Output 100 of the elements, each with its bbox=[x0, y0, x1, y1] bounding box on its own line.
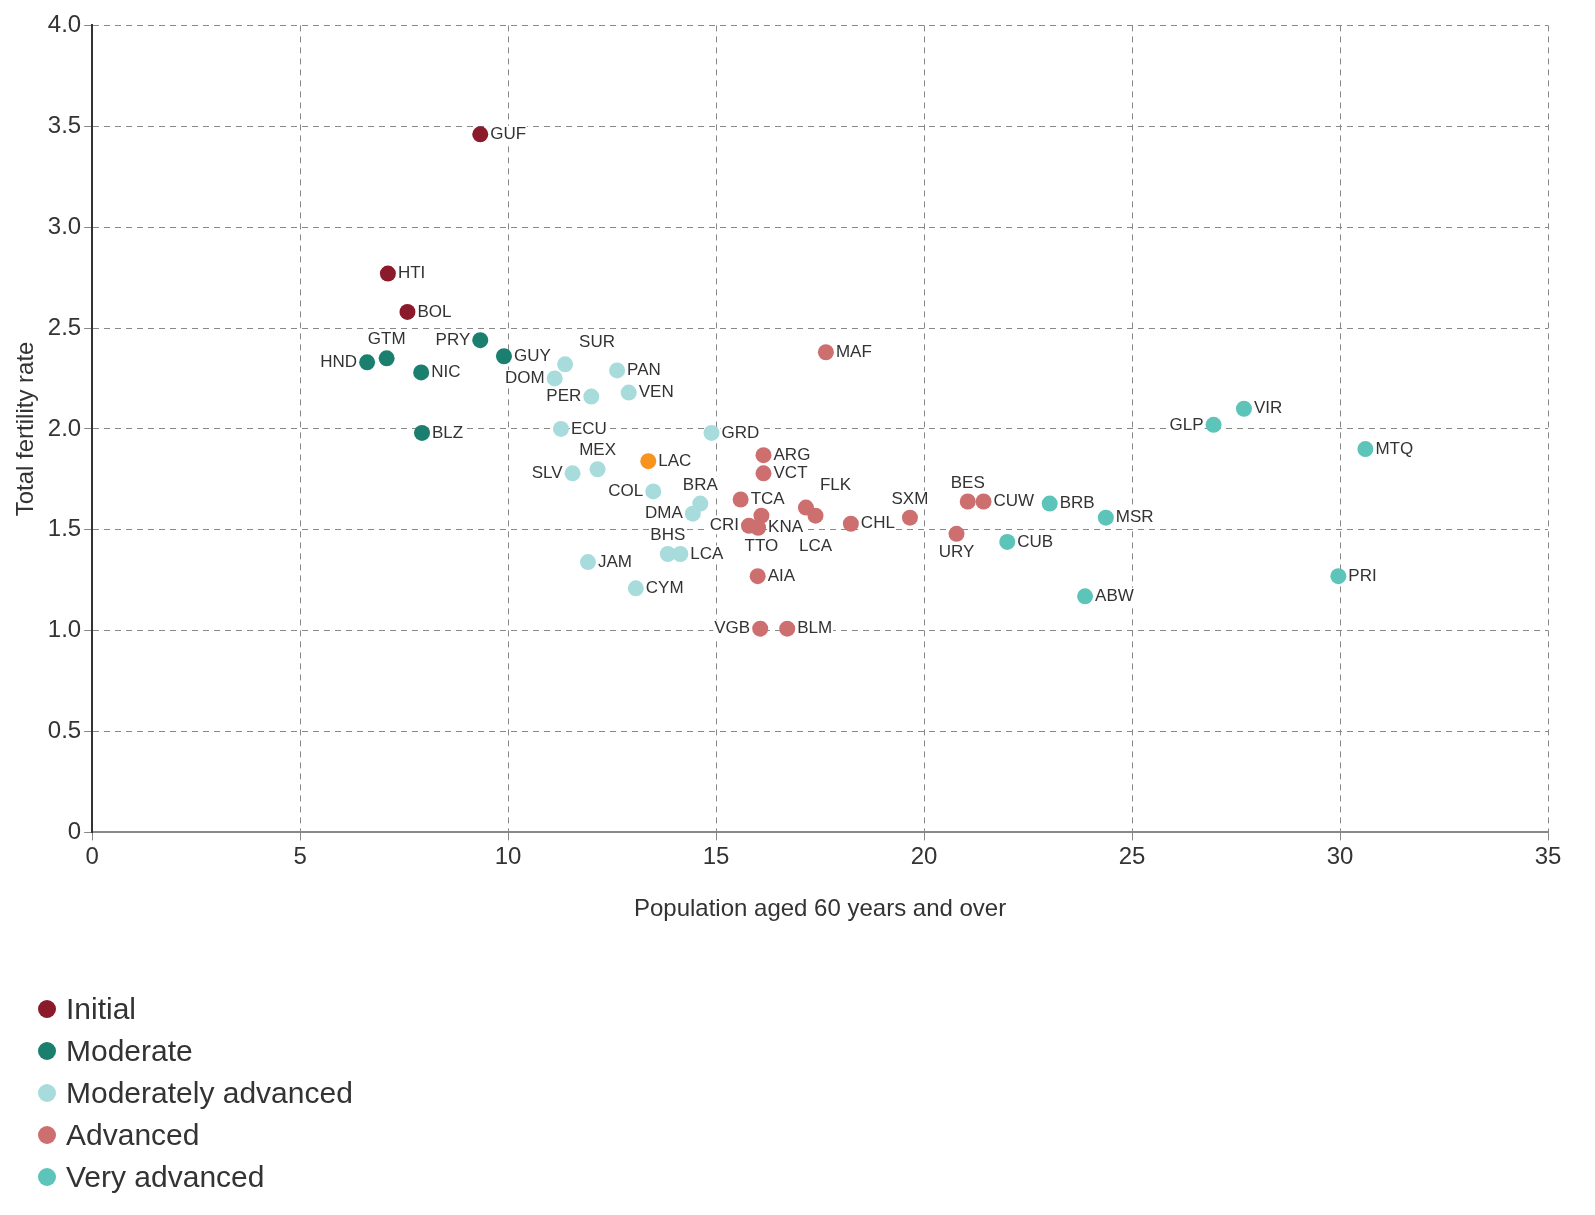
x-tick-label: 0 bbox=[85, 842, 99, 870]
point bbox=[750, 519, 767, 536]
annotation: MTQ bbox=[1375, 438, 1414, 458]
annotation: VIR bbox=[1253, 398, 1283, 418]
point bbox=[1097, 509, 1114, 526]
annotation: COL bbox=[608, 481, 644, 501]
annotation: URY bbox=[938, 542, 975, 561]
point bbox=[472, 126, 489, 143]
point bbox=[378, 350, 395, 367]
point bbox=[1235, 400, 1252, 417]
x-tick-label: 25 bbox=[1118, 842, 1146, 870]
annotation: LCA bbox=[690, 543, 725, 563]
point bbox=[732, 491, 749, 508]
annotation: ABW bbox=[1095, 586, 1134, 606]
point bbox=[589, 461, 606, 478]
x-tick-label: 35 bbox=[1534, 842, 1562, 870]
annotation: JAM bbox=[597, 551, 632, 571]
point bbox=[948, 525, 965, 542]
point bbox=[546, 370, 563, 387]
point bbox=[609, 362, 626, 379]
point bbox=[379, 265, 396, 282]
annotation: BRB bbox=[1059, 493, 1095, 513]
point bbox=[413, 364, 430, 381]
x-tick-label: 5 bbox=[293, 842, 307, 870]
point bbox=[999, 533, 1016, 550]
annotation: LCA bbox=[798, 535, 833, 555]
annotation: PRY bbox=[435, 329, 471, 349]
x-axis-title: Population aged 60 years and over bbox=[633, 894, 1007, 922]
point bbox=[472, 332, 489, 349]
annotation: SLV bbox=[531, 462, 564, 482]
annotation: PAN bbox=[627, 360, 661, 380]
legend-label: Advanced bbox=[66, 1118, 200, 1152]
point bbox=[645, 483, 662, 500]
point bbox=[579, 554, 596, 571]
point bbox=[399, 303, 416, 320]
point bbox=[755, 465, 772, 482]
annotation: CUW bbox=[993, 491, 1035, 511]
annotation: BRA bbox=[682, 474, 719, 494]
annotation: KNA bbox=[768, 517, 804, 537]
y-tick-label: 0 bbox=[67, 817, 82, 845]
annotation: TCA bbox=[750, 489, 786, 509]
annotation: SUR bbox=[579, 331, 616, 351]
legend-label: Moderately advanced bbox=[66, 1076, 353, 1110]
y-axis-title: Total fertility rate bbox=[11, 341, 39, 517]
point bbox=[672, 545, 689, 562]
y-tick-label: 3.5 bbox=[47, 110, 82, 138]
point bbox=[1205, 416, 1222, 433]
x-tick-label: 10 bbox=[494, 842, 522, 870]
annotation: CYM bbox=[645, 577, 684, 597]
point bbox=[749, 568, 766, 585]
annotation: CUB bbox=[1017, 531, 1054, 551]
annotation: NIC bbox=[431, 362, 461, 382]
point bbox=[1357, 441, 1374, 458]
point bbox=[359, 354, 376, 371]
x-tick-label: 20 bbox=[910, 842, 938, 870]
legend-label: Moderate bbox=[66, 1034, 193, 1068]
annotation: PER bbox=[546, 386, 582, 406]
point bbox=[807, 507, 824, 524]
annotation: ECU bbox=[570, 418, 607, 438]
annotation: CHL bbox=[860, 513, 895, 533]
annotation: GUF bbox=[490, 124, 527, 144]
point bbox=[779, 620, 796, 637]
annotation: HTI bbox=[397, 263, 426, 283]
annotation: BLZ bbox=[432, 422, 464, 442]
annotation: GRD bbox=[721, 422, 760, 442]
point bbox=[414, 424, 431, 441]
y-tick-label: 1.5 bbox=[47, 514, 82, 542]
annotation: MEX bbox=[579, 440, 616, 460]
annotation: DMA bbox=[645, 503, 684, 523]
y-tick-label: 3.0 bbox=[47, 211, 82, 239]
point bbox=[901, 509, 918, 526]
annotation: HND bbox=[320, 352, 358, 372]
annotation: MAF bbox=[835, 341, 872, 361]
y-tick-label: 0.5 bbox=[47, 716, 82, 744]
point bbox=[552, 420, 569, 437]
point bbox=[557, 356, 574, 373]
annotation: PRI bbox=[1348, 565, 1377, 585]
annotation: GTM bbox=[367, 329, 406, 349]
point bbox=[842, 515, 859, 532]
annotation: LAC bbox=[658, 450, 692, 470]
y-tick-label: 4.0 bbox=[47, 10, 82, 38]
annotation: TTO bbox=[744, 535, 779, 555]
annotation: SXM bbox=[891, 488, 929, 508]
point bbox=[495, 348, 512, 365]
x-tick-label: 15 bbox=[702, 842, 730, 870]
annotation: DOM bbox=[505, 368, 545, 388]
annotation: VEN bbox=[638, 382, 674, 402]
point bbox=[755, 447, 772, 464]
annotation: FLK bbox=[819, 474, 852, 494]
point bbox=[703, 424, 720, 441]
point bbox=[817, 344, 834, 361]
point bbox=[1330, 568, 1347, 585]
point bbox=[959, 493, 976, 510]
point bbox=[752, 620, 769, 637]
y-tick-label: 2.5 bbox=[47, 312, 82, 340]
point bbox=[583, 388, 600, 405]
annotation: GLP bbox=[1169, 414, 1204, 434]
point bbox=[627, 580, 644, 597]
legend-label: Initial bbox=[66, 992, 137, 1026]
annotation: BLM bbox=[797, 618, 833, 638]
